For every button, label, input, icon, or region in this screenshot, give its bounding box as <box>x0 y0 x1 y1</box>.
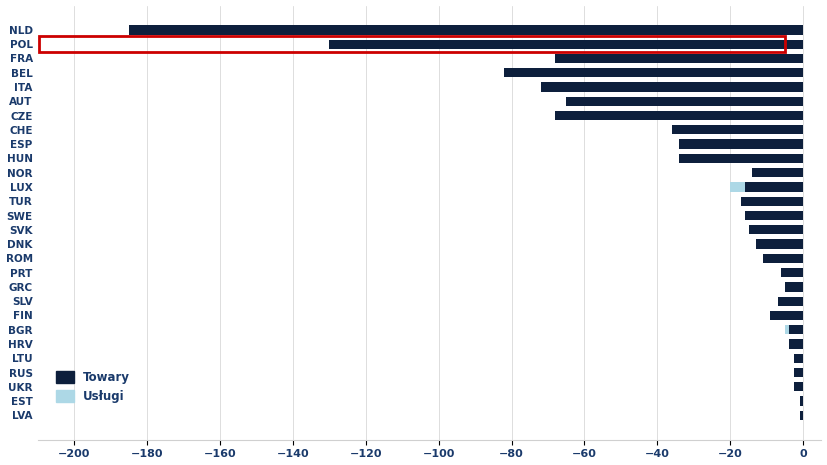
Bar <box>771 254 803 263</box>
Bar <box>555 111 803 120</box>
Bar <box>541 82 803 92</box>
Bar <box>756 239 803 249</box>
Bar <box>774 111 803 120</box>
Bar <box>792 311 803 320</box>
Bar <box>801 397 803 406</box>
Bar <box>785 25 803 34</box>
Bar <box>789 325 803 334</box>
Bar <box>801 411 803 420</box>
Bar <box>745 211 803 220</box>
Bar <box>672 125 803 134</box>
Bar <box>715 54 803 63</box>
Bar <box>782 168 803 177</box>
Bar <box>715 125 803 134</box>
Bar <box>782 268 803 277</box>
Bar <box>759 82 803 92</box>
Bar <box>767 68 803 77</box>
Bar <box>794 382 803 392</box>
Bar <box>777 297 803 306</box>
Bar <box>741 197 803 206</box>
Bar <box>782 268 803 277</box>
Bar <box>774 225 803 234</box>
Bar <box>730 182 803 192</box>
Bar <box>129 25 803 34</box>
Bar <box>800 397 803 406</box>
Bar <box>774 197 803 206</box>
Bar <box>763 254 803 263</box>
Bar <box>639 40 803 49</box>
Bar <box>785 282 803 292</box>
Bar <box>738 140 803 149</box>
Bar <box>504 68 803 77</box>
Bar <box>679 140 803 149</box>
Bar <box>566 97 803 106</box>
Bar <box>745 97 803 106</box>
Bar <box>785 325 803 334</box>
Bar <box>785 154 803 163</box>
Bar <box>798 368 803 377</box>
Bar <box>748 225 803 234</box>
Bar <box>789 339 803 349</box>
Bar <box>794 368 803 377</box>
Bar <box>679 154 803 163</box>
Bar <box>794 353 803 363</box>
Bar <box>774 239 803 249</box>
Bar <box>753 168 803 177</box>
Bar <box>796 353 803 363</box>
Bar <box>801 411 803 420</box>
Bar <box>785 282 803 292</box>
Bar <box>798 382 803 392</box>
Legend: Towary, Usługi: Towary, Usługi <box>51 366 135 408</box>
Bar <box>771 211 803 220</box>
Bar <box>329 40 803 49</box>
Bar <box>745 182 803 192</box>
Bar <box>771 311 803 320</box>
Bar <box>789 297 803 306</box>
Bar <box>789 339 803 349</box>
Bar <box>555 54 803 63</box>
